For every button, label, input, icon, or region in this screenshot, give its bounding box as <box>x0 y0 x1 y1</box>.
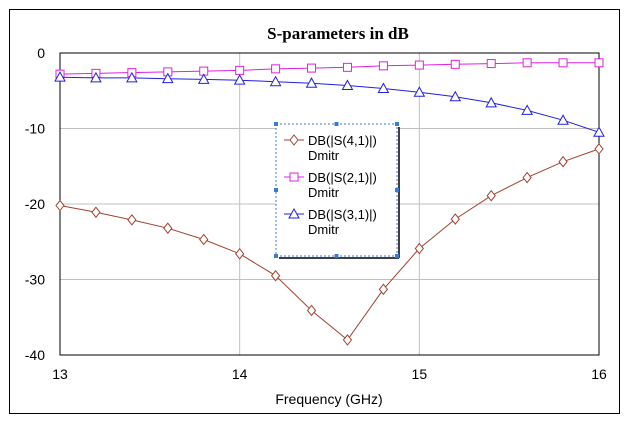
data-point <box>163 222 173 234</box>
series-layer <box>54 58 605 346</box>
series-line <box>59 62 599 75</box>
data-point <box>233 74 246 85</box>
legend-sublabel: Dmitr <box>308 148 340 163</box>
data-point <box>450 59 460 69</box>
data-point <box>341 79 354 90</box>
data-point <box>449 90 462 102</box>
series-line <box>59 76 600 133</box>
legend-handle <box>395 122 399 126</box>
x-tick-label: 16 <box>591 366 607 382</box>
y-tick-label: -10 <box>25 121 45 137</box>
legend-handle <box>395 188 399 192</box>
y-tick-label: -40 <box>25 347 45 363</box>
series-group <box>55 143 604 346</box>
data-point <box>521 104 533 115</box>
data-point <box>558 58 568 68</box>
legend-label: DB(|S(4,1)|) <box>308 133 377 148</box>
chart-svg: 13 14 15 16 0 -10 -20 -30 -40 S-parameters in dB… <box>9 9 620 414</box>
y-tick-label: 0 <box>37 45 45 61</box>
data-point <box>486 189 496 202</box>
chart-title: S-parameters in dB <box>267 24 409 43</box>
legend-item: DB(|S(2,1)|)Dmitr <box>284 170 377 200</box>
chart-frame: 13 14 15 16 0 -10 -20 -30 -40 S-parameters in dB… <box>9 9 620 414</box>
legend-handle <box>334 254 339 258</box>
legend-marker <box>289 134 299 146</box>
legend-item: DB(|S(4,1)|)Dmitr <box>284 133 377 163</box>
data-point <box>522 58 532 68</box>
data-point <box>269 75 282 87</box>
data-point <box>271 64 281 74</box>
x-axis-label: Frequency (GHz) <box>275 391 382 407</box>
legend-item: DB(|S(3,1)|)Dmitr <box>284 207 377 237</box>
data-point <box>557 114 569 125</box>
legend-box <box>275 123 398 257</box>
data-point <box>307 63 317 73</box>
data-point <box>197 73 210 84</box>
data-point <box>305 77 318 88</box>
legend-sublabel: Dmitr <box>308 222 340 237</box>
series-line <box>59 148 600 341</box>
data-point <box>306 304 317 317</box>
data-point <box>450 213 460 225</box>
legend-label: DB(|S(2,1)|) <box>308 170 377 185</box>
data-point <box>55 199 65 212</box>
data-point <box>485 96 498 108</box>
data-point <box>342 334 353 346</box>
data-point <box>126 71 138 83</box>
legend-sublabel: Dmitr <box>308 185 340 200</box>
data-point <box>90 71 102 83</box>
data-point <box>342 62 352 72</box>
data-point <box>377 82 390 93</box>
data-point <box>594 143 604 155</box>
legend-handle <box>274 122 278 126</box>
data-point <box>414 60 424 70</box>
y-tick-label: -30 <box>25 272 45 288</box>
data-point <box>235 248 245 260</box>
data-point <box>558 155 568 168</box>
legend-handle <box>274 254 278 258</box>
series-group <box>54 71 605 137</box>
data-point <box>486 59 496 69</box>
legend-handle <box>395 254 399 258</box>
data-point <box>127 214 137 226</box>
x-tick-label: 13 <box>52 366 68 382</box>
x-tick-label: 15 <box>412 366 428 382</box>
legend-marker <box>289 172 299 182</box>
data-point <box>91 206 101 219</box>
legend-handle <box>274 188 278 192</box>
data-point <box>235 65 245 75</box>
data-point <box>54 71 66 82</box>
data-point <box>413 86 426 97</box>
data-point <box>270 269 281 282</box>
legend[interactable]: DB(|S(4,1)|)DmitrDB(|S(2,1)|)DmitrDB(|S(… <box>274 122 400 259</box>
data-point <box>414 242 424 255</box>
y-tick-label: -20 <box>25 196 45 212</box>
legend-marker <box>288 207 300 219</box>
data-point <box>594 58 604 68</box>
tick-layer: 13 14 15 16 0 -10 -20 -30 -40 <box>25 45 607 382</box>
legend-handle <box>334 122 339 126</box>
data-point <box>378 283 389 296</box>
data-point <box>378 61 388 71</box>
data-point <box>199 233 209 246</box>
legend-label: DB(|S(3,1)|) <box>308 207 377 222</box>
data-point <box>593 126 605 137</box>
data-point <box>522 171 532 184</box>
x-tick-label: 14 <box>232 366 248 382</box>
data-point <box>161 72 174 84</box>
